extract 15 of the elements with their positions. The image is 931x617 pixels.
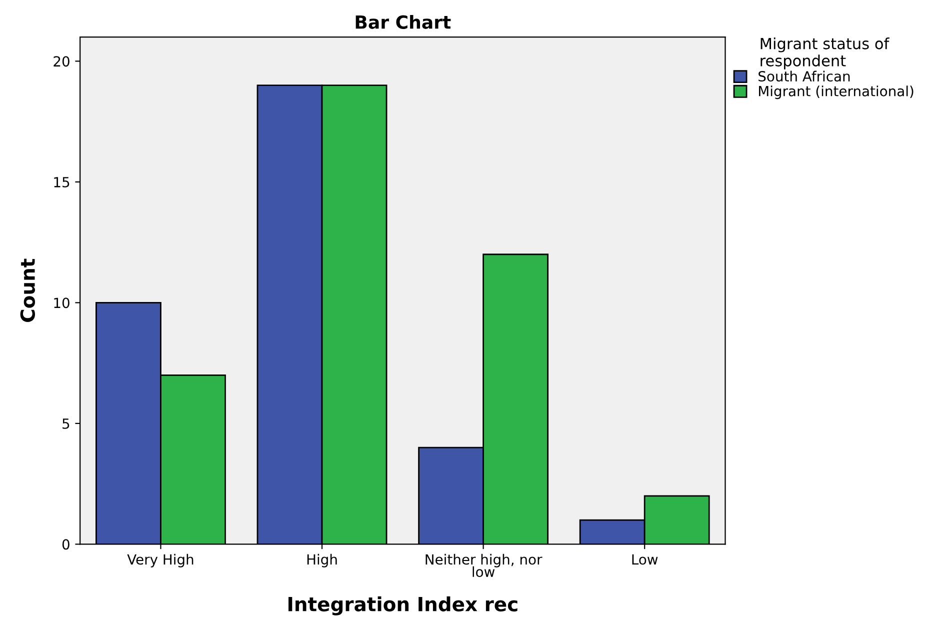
y-tick-label: 0 bbox=[62, 539, 70, 550]
x-tick-label: High bbox=[307, 554, 337, 568]
chart-title: Bar Chart bbox=[356, 14, 451, 29]
y-tick-label: 5 bbox=[62, 418, 70, 429]
y-axis-title: Count bbox=[20, 258, 36, 322]
x-tick-label: Neither high, nor low bbox=[426, 554, 542, 578]
x-tick-label: Very High bbox=[127, 554, 194, 568]
y-tick-label: 10 bbox=[54, 298, 70, 308]
y-tick-label: 15 bbox=[54, 177, 70, 188]
legend-title: Migrant status of respondent bbox=[760, 38, 890, 70]
legend-label: South African bbox=[758, 70, 850, 82]
x-axis-title: Integration Index rec bbox=[288, 596, 518, 616]
x-tick-label: Low bbox=[632, 554, 658, 565]
y-tick-label: 20 bbox=[54, 56, 70, 67]
legend-label: Migrant (international) bbox=[759, 86, 914, 100]
